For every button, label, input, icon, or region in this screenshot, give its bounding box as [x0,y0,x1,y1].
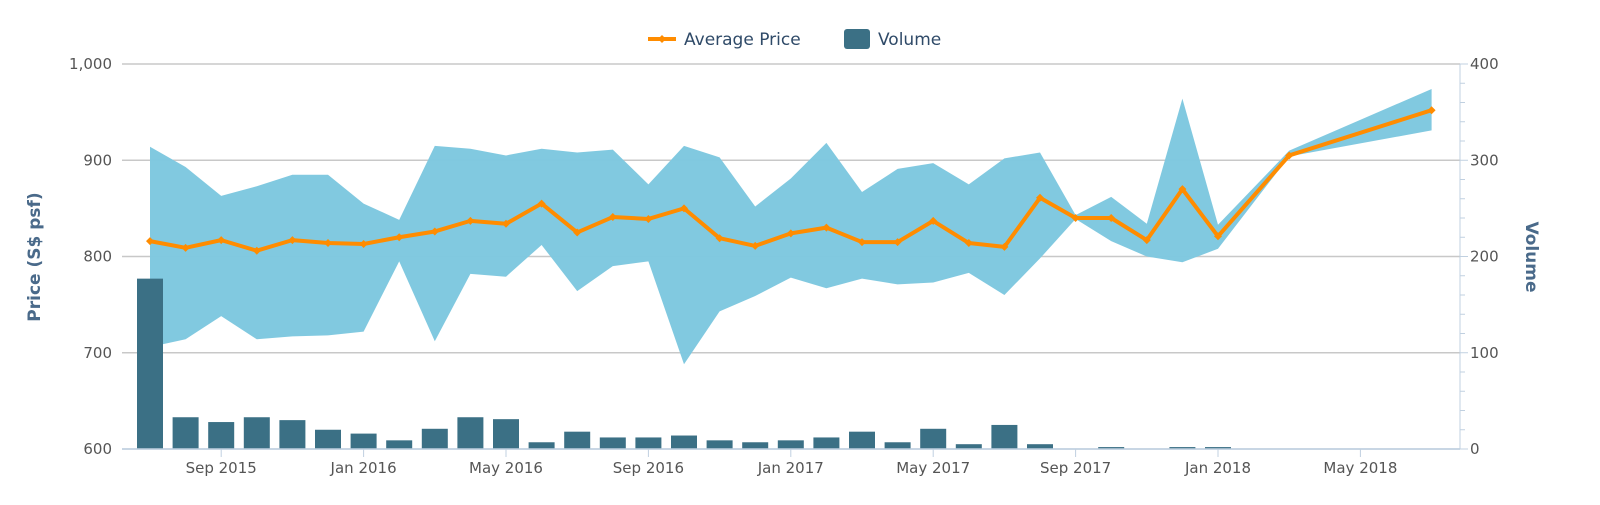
average-price-line [146,106,1436,255]
y-axis-title-right: Volume [1521,221,1541,292]
y-tick-label-left: 900 [83,151,112,169]
average-price-point [751,241,760,250]
average-price-point [252,246,261,255]
volume-bar [457,417,484,449]
average-price-point [288,236,297,245]
average-price-point [217,236,226,245]
average-price-point [608,213,617,222]
y-tick-label-right: 300 [1470,151,1499,169]
volume-bar [279,420,306,449]
price-range-area [150,89,1432,365]
volume-bar [421,428,448,449]
y-tick-label-left: 700 [83,344,112,362]
volume-bar [742,442,769,449]
y-axis-title-left: Price (S$ psf) [25,192,45,321]
legend-label-volume: Volume [878,30,941,50]
average-price-point [1427,106,1436,115]
x-tick-label: May 2018 [1323,459,1397,477]
price-range-band [150,89,1432,365]
average-price-point [181,243,190,252]
volume-bars [137,278,1231,449]
average-price-point [680,204,688,213]
x-tick-label: May 2016 [469,459,543,477]
volume-bar [599,437,626,449]
volume-bar [564,431,591,449]
average-price-point [893,238,902,247]
x-tick-label: Sep 2016 [613,459,684,477]
average-price-point [1285,151,1294,160]
volume-bar [884,442,911,449]
x-tick-label: Jan 2017 [757,459,824,477]
volume-bar [1098,447,1125,449]
average-price-point [715,234,724,243]
volume-bar [706,440,733,449]
average-price-point [786,229,795,238]
average-price-point [502,219,510,228]
volume-bar [243,417,270,449]
volume-bar [1027,444,1053,449]
average-price-point [537,199,546,208]
volume-bar [777,440,804,449]
average-price-point [1142,236,1151,245]
average-price-point [395,233,404,242]
average-price-point [964,239,973,248]
average-price-point [1214,232,1222,241]
volume-bar [920,428,947,449]
average-price-point [1178,185,1187,194]
average-price-point [1036,193,1044,202]
volume-bar [528,442,555,449]
y-tick-label-right: 100 [1470,344,1499,362]
average-price-point [858,238,866,247]
y-tick-label-right: 200 [1470,248,1499,266]
volume-bar [315,429,341,449]
average-price-point [1071,214,1080,222]
volume-bar [1169,447,1196,449]
volume-bar [208,422,235,449]
volume-bar [1205,447,1231,449]
average-price-point [324,239,332,248]
legend-item-volume[interactable]: Volume [844,29,941,50]
legend-label-average-price: Average Price [684,30,801,50]
average-price-point [430,227,439,236]
average-price-point [644,214,653,223]
axes: 600 0 700 100 800 200 900 300 1,000 400 Sep 2015 Ja… [69,55,1499,477]
volume-bar [137,278,163,449]
legend-marker-icon [658,35,666,43]
x-tick-label: Jan 2018 [1184,459,1251,477]
legend-swatch-icon [844,29,870,49]
x-tick-label: Sep 2015 [186,459,257,477]
volume-bar [813,437,840,449]
average-price-point [822,223,831,232]
x-tick-label: Sep 2017 [1040,459,1111,477]
y-tick-label-right: 400 [1470,55,1499,73]
average-price-point [1000,242,1009,251]
volume-bar [955,444,982,449]
volume-bar [386,440,413,449]
volume-bar [172,417,199,449]
y-tick-label-left: 600 [83,440,112,458]
volume-bar [635,437,662,449]
legend-item-average-price[interactable]: Average Price [648,30,801,50]
average-price-point [146,237,154,246]
average-price-point [929,216,938,225]
volume-bar [849,431,875,449]
legend: Average Price Volume [648,29,941,50]
average-price-point [359,239,368,248]
volume-bar [493,419,519,449]
average-price-point [466,216,475,225]
x-tick-label: Jan 2016 [330,459,397,477]
y-tick-label-left: 800 [83,248,112,266]
volume-bar [350,433,377,449]
volume-bar [991,424,1018,449]
x-tick-label: May 2017 [896,459,970,477]
average-price-point [573,228,582,237]
y-tick-label-left: 1,000 [69,55,112,73]
y-tick-label-right: 0 [1470,440,1480,458]
volume-bar [671,435,697,449]
average-price-point [1107,214,1116,222]
